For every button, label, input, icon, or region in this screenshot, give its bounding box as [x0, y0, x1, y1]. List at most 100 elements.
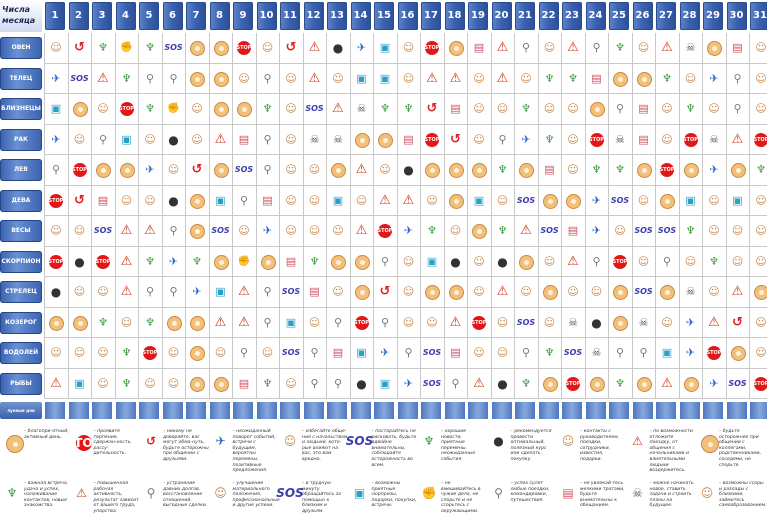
man-icon: ☺ — [214, 486, 227, 500]
bomb-icon: ● — [497, 254, 508, 269]
man-icon: ☺ — [402, 315, 415, 329]
man-icon: ☺ — [285, 376, 297, 390]
sign-row-label: РАК — [0, 128, 42, 151]
bike-icon: ⚲ — [639, 346, 648, 359]
glass-icon: ♆ — [427, 224, 437, 237]
sun-icon — [354, 254, 370, 270]
column-divider — [655, 33, 656, 399]
day-18-header: 18 — [444, 2, 465, 30]
man-icon: ☺ — [473, 102, 485, 115]
redo-icon: ↺ — [74, 192, 85, 208]
day-5-header: 5 — [139, 2, 159, 30]
man-icon: ☺ — [167, 346, 180, 359]
redo-icon: ↺ — [732, 314, 743, 330]
warn-icon: ⚠ — [120, 253, 133, 269]
bike-icon: ⚲ — [169, 71, 178, 85]
lunar-day-cell — [327, 402, 347, 419]
man-icon: ☺ — [755, 254, 767, 268]
sun-icon — [190, 376, 205, 392]
gift-icon: ▣ — [353, 486, 366, 500]
skull-icon: ☠ — [591, 346, 602, 359]
day-20-header: 20 — [491, 2, 512, 30]
row-divider — [44, 123, 767, 125]
day-9-header: 9 — [233, 2, 253, 30]
bike-icon: ⚲ — [498, 132, 507, 146]
skull-icon: ☠ — [333, 132, 343, 146]
column-divider — [326, 33, 327, 399]
glass-icon: ♆ — [423, 434, 435, 448]
stop-icon: STOP — [72, 163, 87, 177]
man-icon: ☺ — [402, 285, 415, 298]
column-divider — [725, 33, 727, 399]
sun-icon — [542, 285, 558, 300]
man-icon: ☺ — [402, 254, 415, 268]
man-icon: ☺ — [191, 132, 203, 146]
man-icon: ☺ — [214, 346, 227, 359]
glass-icon: ♆ — [685, 224, 696, 237]
sun-icon — [613, 315, 628, 331]
man-icon: ☺ — [238, 71, 250, 85]
legend-item: STOP – проявите терпение, сдержан-ность, … — [65, 427, 140, 467]
day-22-header: 22 — [538, 2, 559, 30]
legend-text: – благопри-ятный, активный день. — [24, 429, 69, 440]
man-icon: ☺ — [355, 193, 368, 207]
man-icon: ☺ — [238, 224, 250, 237]
glass-icon: ♆ — [262, 102, 273, 115]
row-divider — [44, 398, 767, 399]
glass-icon: ♆ — [145, 254, 155, 268]
lunar-day-cell — [139, 402, 159, 419]
sun-icon — [190, 346, 205, 361]
glass-icon: ♆ — [497, 163, 508, 176]
glass-icon: ♆ — [544, 132, 555, 146]
warn-icon: ⚠ — [496, 40, 509, 55]
walk-icon: ✈ — [709, 71, 719, 85]
lunar-day-cell — [350, 402, 371, 419]
man-icon: ☺ — [402, 71, 415, 85]
sun-icon — [448, 193, 464, 209]
warn-icon: ⚠ — [120, 284, 133, 299]
lunar-day-cell — [421, 402, 441, 419]
column-divider — [138, 33, 139, 399]
stop-icon: STOP — [754, 376, 767, 391]
stop-icon: STOP — [354, 315, 369, 330]
legend-text: – не увлекай-тесь мелкими тратами, будьт… — [580, 481, 625, 509]
man-icon: ☺ — [473, 132, 485, 146]
man-icon: ☺ — [637, 254, 650, 268]
row-divider — [44, 337, 767, 338]
day-24-header: 24 — [585, 2, 606, 30]
row-divider — [44, 93, 767, 94]
redo-icon: ↺ — [74, 40, 85, 55]
man-icon: ☺ — [755, 71, 767, 85]
column-divider — [232, 33, 233, 399]
stop-icon: STOP — [65, 435, 102, 451]
stop-icon: STOP — [378, 224, 392, 238]
day-16-header: 16 — [397, 2, 418, 30]
man-icon: ☺ — [520, 285, 532, 298]
stop-icon: STOP — [119, 102, 134, 116]
man-icon: ☺ — [520, 71, 532, 85]
bomb-icon: ● — [356, 376, 367, 391]
walk-icon: ✈ — [215, 434, 226, 448]
man-icon: ☺ — [708, 102, 720, 115]
row-divider — [44, 367, 767, 369]
warn-icon: ⚠ — [567, 40, 579, 55]
warn-icon: ⚠ — [496, 70, 509, 86]
skull-icon: ☠ — [615, 132, 625, 146]
man-icon: ☺ — [700, 486, 714, 500]
man-icon: ☺ — [167, 163, 180, 176]
stop-icon: STOP — [237, 41, 251, 55]
man-icon: ☺ — [285, 224, 297, 237]
man-icon: ☺ — [614, 224, 626, 237]
lunar-day-cell — [444, 402, 465, 419]
glass-icon: ♆ — [756, 163, 766, 176]
day-12-header: 12 — [303, 2, 324, 30]
man-icon: ☺ — [97, 346, 109, 359]
warn-icon: ⚠ — [449, 70, 462, 86]
redo-icon: ↺ — [285, 40, 297, 55]
bike-icon: ⚲ — [521, 41, 531, 54]
fist-icon: ✊ — [421, 486, 437, 500]
warn-icon: ⚠ — [496, 284, 509, 299]
man-icon: ☺ — [167, 376, 180, 390]
man-icon: ☺ — [567, 102, 579, 115]
bike-icon: ⚲ — [662, 254, 672, 268]
